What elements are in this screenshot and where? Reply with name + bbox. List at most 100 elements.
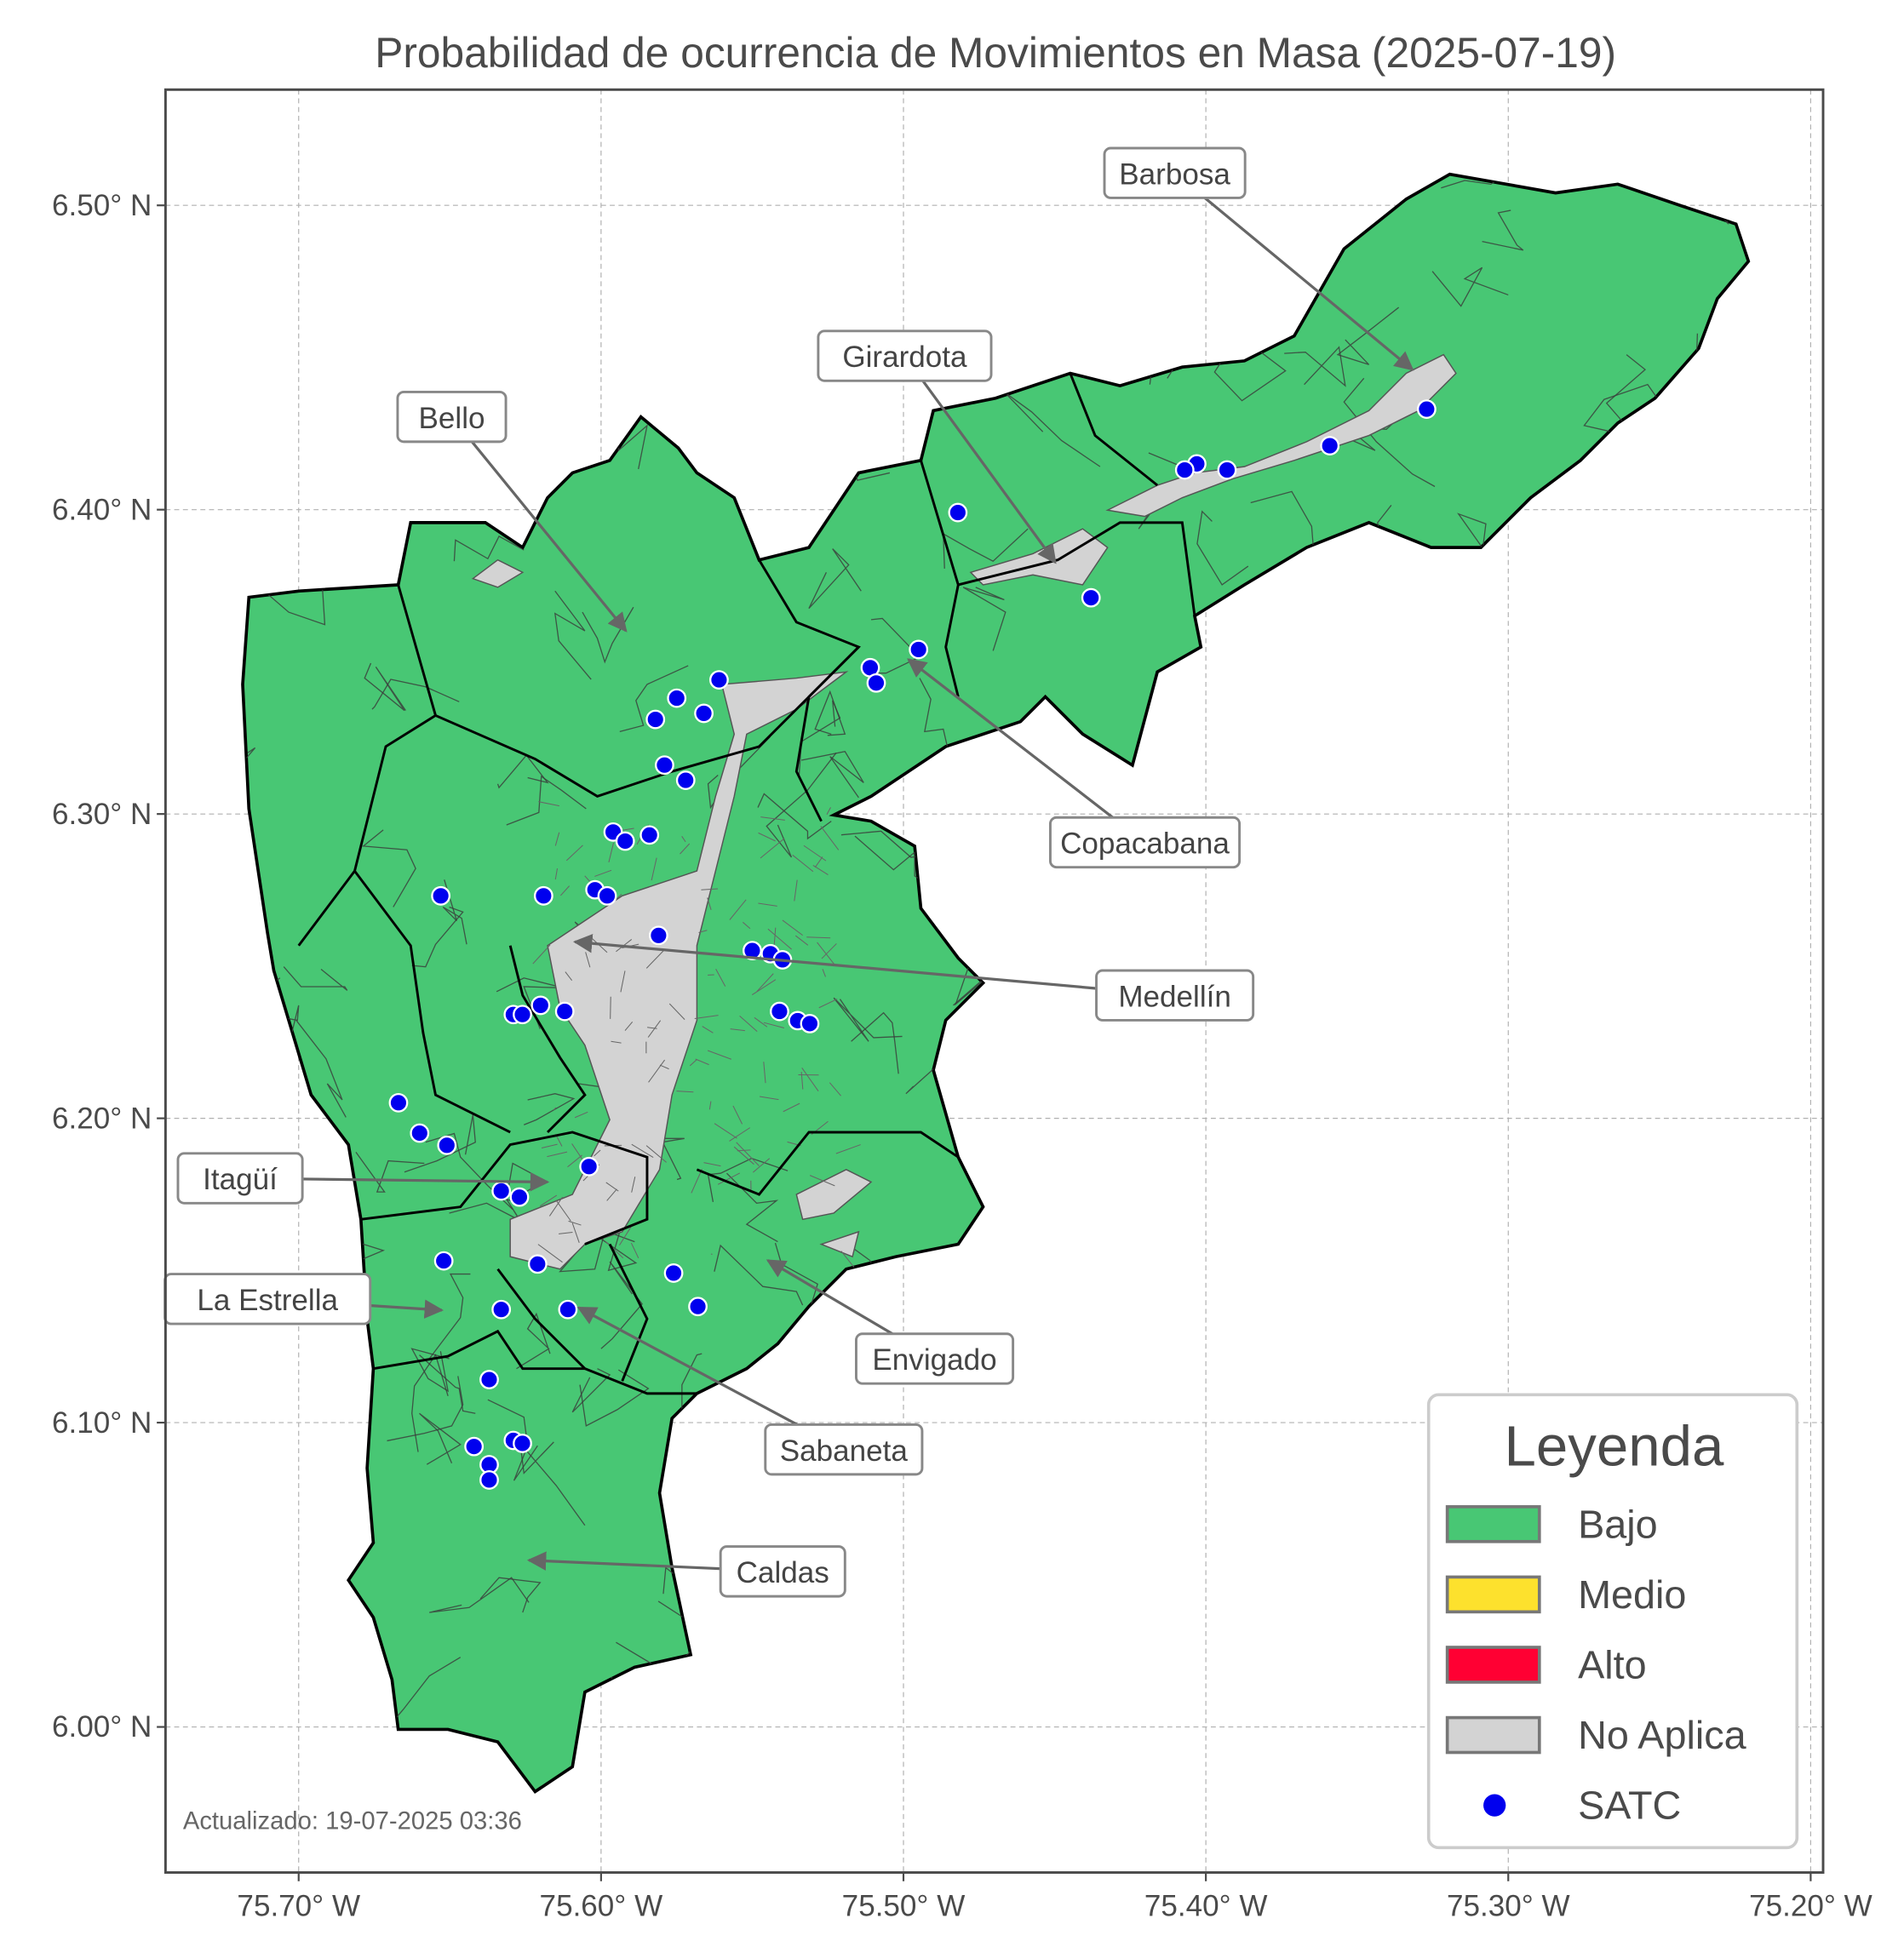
satc-point	[675, 770, 696, 790]
x-tick-label: 75.30° W	[1447, 1890, 1570, 1923]
satc-point	[645, 709, 666, 730]
legend-item-bajo: Bajo	[1445, 1502, 1658, 1546]
annotation-arrow	[450, 415, 628, 633]
satc-point	[509, 1187, 530, 1207]
satc-point	[909, 639, 929, 660]
satc-point	[688, 1297, 708, 1317]
satc-point	[1081, 587, 1101, 608]
annotation-arrow	[1173, 171, 1414, 371]
satc-point	[410, 1123, 430, 1143]
annotation-arrow	[572, 933, 1175, 997]
annotations: Barbosa Girardota Bello Copacabana Medellín I…	[163, 146, 1414, 1598]
legend-swatch	[1445, 1575, 1541, 1614]
x-tick-label: 75.40° W	[1144, 1890, 1268, 1923]
annotation-arrow	[903, 355, 1057, 564]
annotation-box	[1048, 816, 1242, 869]
y-tick-label: 6.50° N	[52, 189, 152, 222]
satc-points	[388, 399, 1437, 1490]
satc-point	[800, 1014, 820, 1033]
annotation-label: La Estrella	[197, 1284, 338, 1317]
legend-swatch	[1445, 1505, 1541, 1543]
satc-point	[648, 925, 668, 946]
satc-point	[527, 1254, 548, 1274]
annotation-envigado: Envigado	[766, 1259, 1015, 1385]
axis-ticks: 75.70° W 75.60° W 75.50° W 75.40° W 75.30° W…	[52, 189, 1872, 1923]
y-tick-label: 6.10° N	[52, 1406, 152, 1440]
satc-point	[431, 885, 451, 906]
legend-swatch	[1445, 1646, 1541, 1684]
y-tick-label: 6.00° N	[52, 1710, 152, 1743]
annotation-la-estrella: La Estrella	[163, 1273, 444, 1325]
annotation-itagüí: Itagüí	[176, 1152, 550, 1205]
satc-point	[554, 1001, 575, 1022]
municipal-boundaries	[297, 372, 1196, 1395]
annotation-caldas: Caldas	[526, 1545, 846, 1598]
satc-point	[597, 885, 617, 906]
satc-point	[437, 1135, 457, 1155]
annotation-label: Medellín	[1118, 980, 1231, 1013]
x-tick-label: 75.60° W	[540, 1890, 663, 1923]
satc-point	[948, 502, 968, 523]
annotation-box	[176, 1152, 304, 1205]
annotation-box	[719, 1545, 846, 1598]
annotation-box	[764, 1423, 924, 1476]
annotation-box	[855, 1332, 1015, 1385]
plot-frame	[163, 88, 1825, 1875]
annotation-box	[396, 390, 508, 444]
satc-point	[533, 885, 553, 906]
legend-item-no-aplica: No Aplica	[1445, 1713, 1746, 1757]
y-tick-label: 6.30° N	[52, 798, 152, 831]
legend-title: Leyenda	[1505, 1415, 1725, 1479]
satc-point	[615, 831, 635, 851]
satc-point	[694, 703, 714, 724]
annotation-medellín: Medellín	[572, 933, 1255, 1022]
legend-label: No Aplica	[1578, 1713, 1746, 1757]
legend-item-satc: SATC	[1483, 1784, 1681, 1828]
annotation-label: Caldas	[737, 1556, 829, 1589]
satc-point	[491, 1181, 512, 1201]
satc-point	[663, 1263, 684, 1283]
satc-point	[1416, 399, 1437, 419]
annotation-box	[1095, 969, 1255, 1022]
updated-timestamp: Actualizado: 19-07-2025 03:36	[183, 1807, 522, 1835]
legend-swatch	[1445, 1715, 1541, 1755]
satc-point	[558, 1299, 578, 1320]
satc-point	[513, 1434, 532, 1453]
legend-label: SATC	[1578, 1784, 1681, 1828]
annotation-label: Itagüí	[203, 1163, 278, 1196]
legend-marker	[1483, 1794, 1506, 1817]
municipality-area-bajo	[241, 172, 1751, 1795]
annotation-label: Barbosa	[1119, 157, 1230, 191]
annotation-label: Bello	[419, 402, 485, 435]
satc-point	[388, 1092, 409, 1113]
annotation-barbosa: Barbosa	[1103, 146, 1414, 371]
annotation-sabaneta: Sabaneta	[576, 1306, 924, 1476]
satc-point	[433, 1251, 454, 1271]
satc-point	[655, 755, 674, 776]
legend-item-alto: Alto	[1445, 1643, 1647, 1687]
satc-point	[709, 670, 729, 690]
legend: Leyenda Bajo Medio Alto No Aplica SATC	[1426, 1393, 1799, 1850]
x-tick-label: 75.70° W	[237, 1890, 360, 1923]
annotation-girardota: Girardota	[817, 329, 1057, 564]
legend-item-medio: Medio	[1445, 1572, 1686, 1617]
legend-label: Alto	[1578, 1643, 1647, 1687]
satc-point	[464, 1436, 485, 1457]
satc-point	[479, 1470, 499, 1490]
satc-point	[639, 825, 660, 845]
annotation-copacabana: Copacabana	[907, 658, 1242, 869]
annotation-label: Girardota	[842, 341, 967, 374]
annotation-label: Copacabana	[1060, 827, 1230, 861]
legend-label: Bajo	[1578, 1502, 1658, 1546]
annotation-bello: Bello	[396, 390, 628, 633]
satc-point	[1217, 460, 1237, 480]
annotation-box	[1103, 146, 1247, 199]
x-tick-label: 75.20° W	[1749, 1890, 1872, 1923]
satc-point	[1320, 436, 1340, 455]
satc-point	[743, 941, 762, 961]
annotation-box	[817, 329, 993, 382]
annotation-label: Sabaneta	[780, 1434, 909, 1468]
satc-point	[479, 1370, 499, 1389]
satc-point	[770, 1001, 789, 1022]
